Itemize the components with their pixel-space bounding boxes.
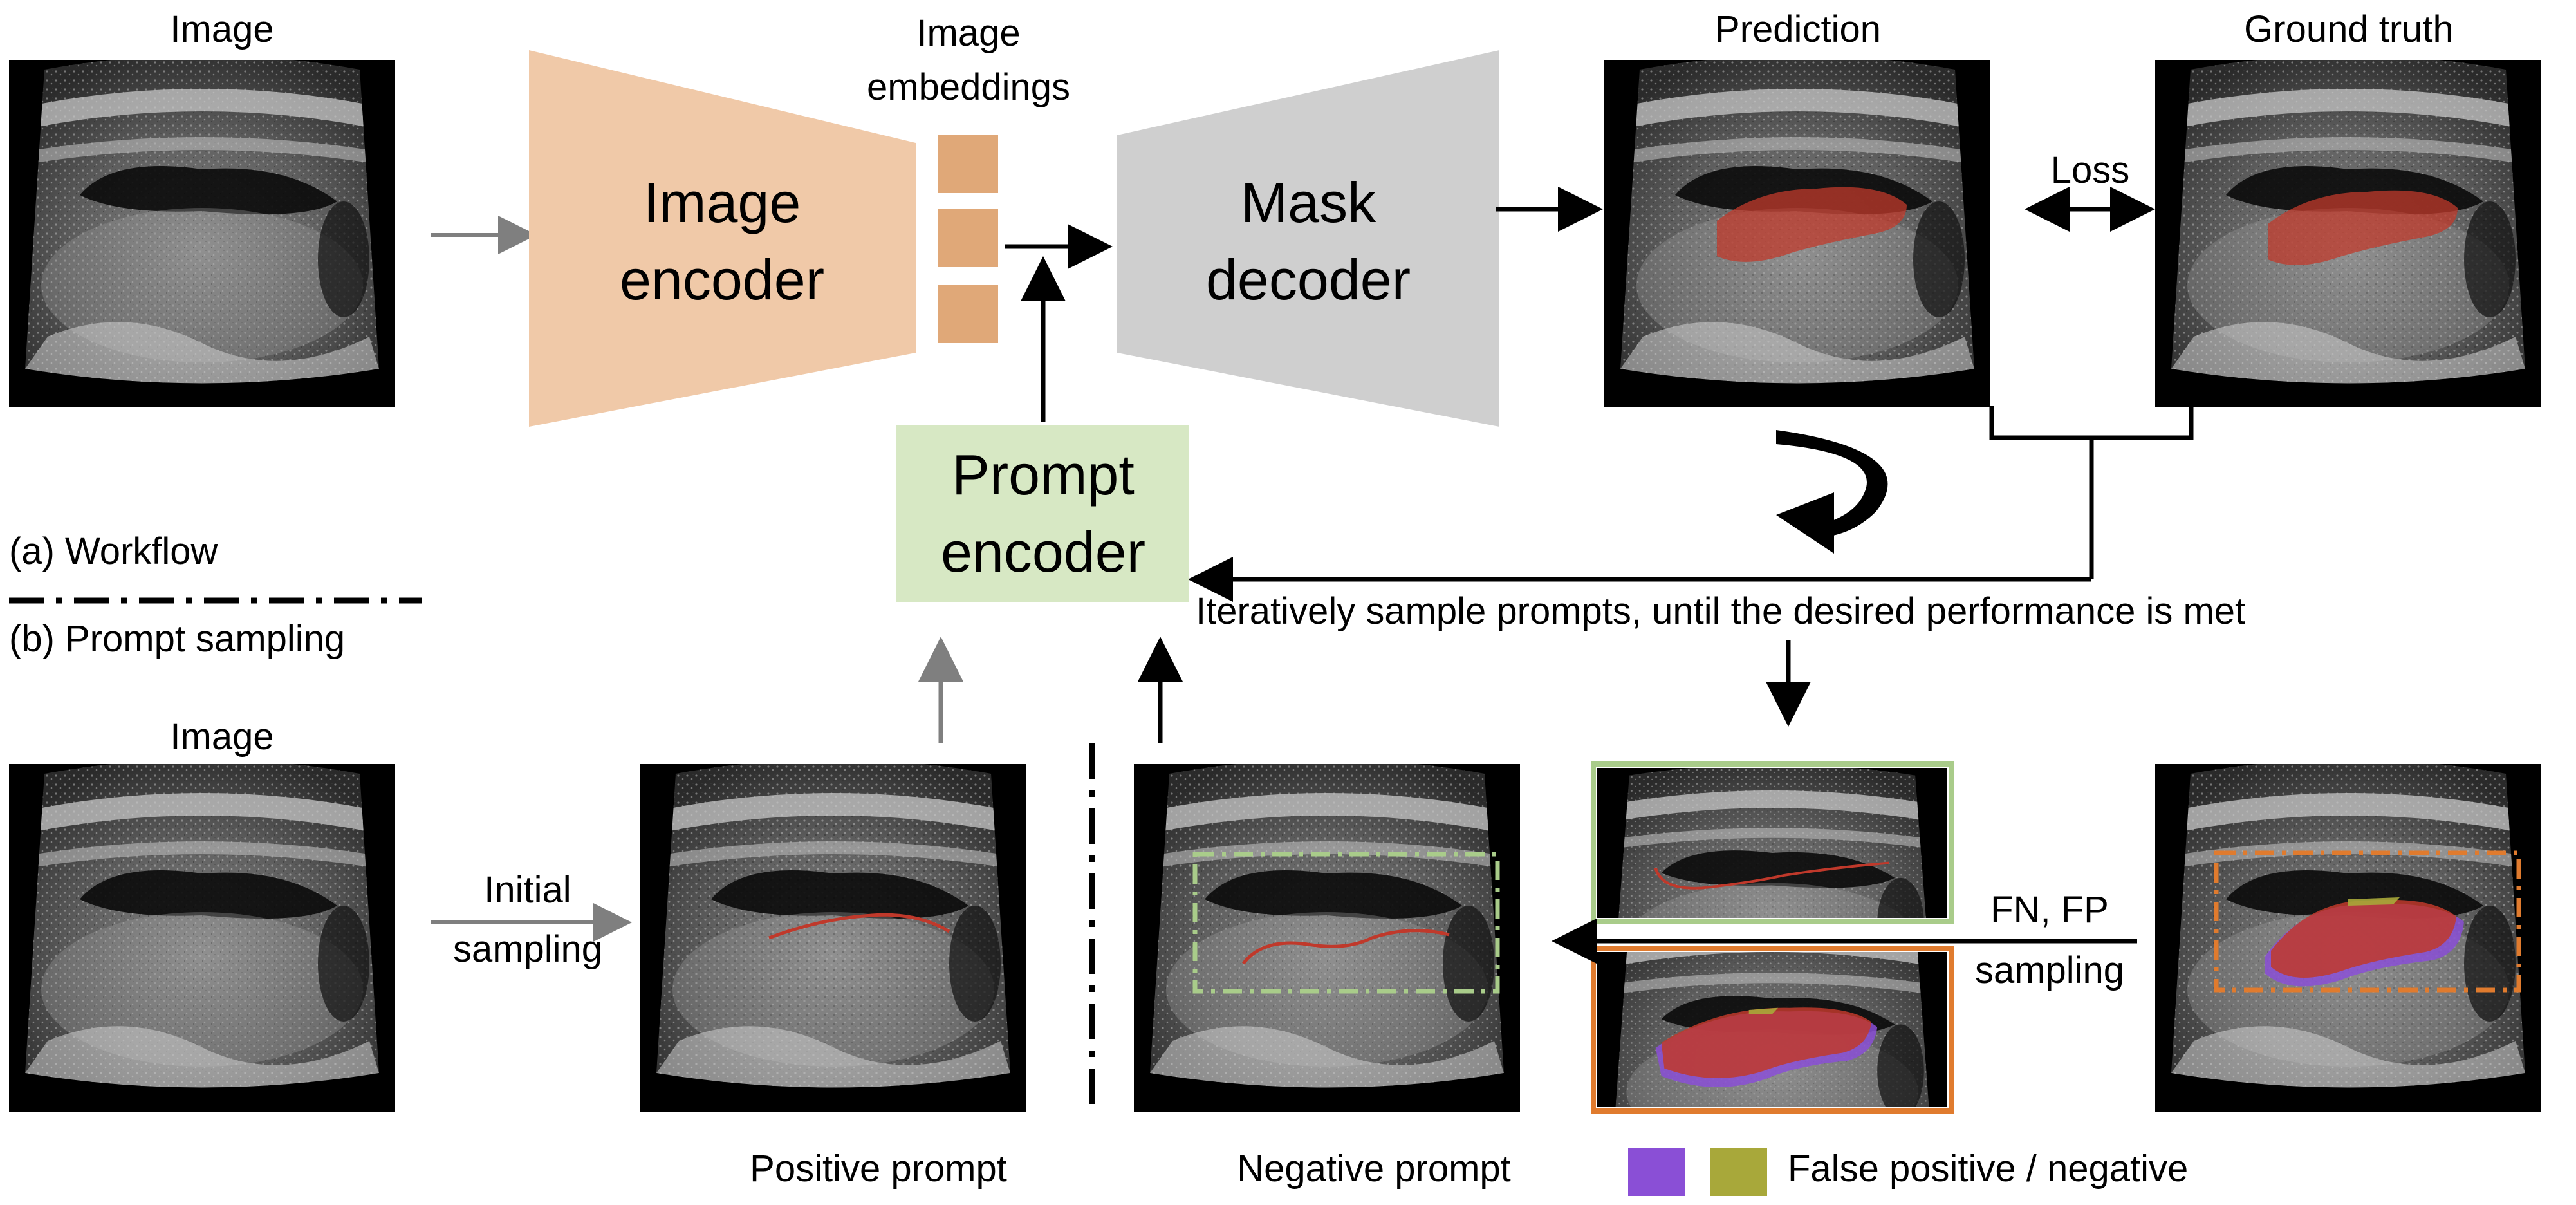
prompt-encoder-shape xyxy=(896,425,1189,602)
prompt-encoder-label-line2: encoder xyxy=(940,520,1146,584)
mask-decoder-shape xyxy=(1117,50,1499,427)
ground-truth-image xyxy=(2155,60,2541,407)
prediction-image xyxy=(1604,60,1990,407)
fn-fp-sampling-label-line1: FN, FP xyxy=(1990,889,2109,931)
initial-sampling-label-line2: sampling xyxy=(452,928,603,970)
loss-bracket xyxy=(1989,406,2194,440)
negative-prompt-image xyxy=(1134,764,1520,1112)
prediction-label: Prediction xyxy=(1715,8,1881,50)
legend-label: False positive / negative xyxy=(1788,1148,2189,1190)
positive-prompt-label: Positive prompt xyxy=(750,1148,1007,1190)
loss-label: Loss xyxy=(2050,149,2130,191)
initial-sampling-label-line1: Initial xyxy=(484,869,571,911)
mask-decoder-label-line1: Mask xyxy=(1240,171,1376,234)
input-image-label: Image xyxy=(170,8,274,50)
negative-prompt-label: Negative prompt xyxy=(1237,1148,1511,1190)
ground-truth-label: Ground truth xyxy=(2244,8,2454,50)
legend-swatch-false-negative xyxy=(1710,1148,1767,1196)
embedding-block xyxy=(938,285,998,343)
sampling-image-label: Image xyxy=(170,716,274,758)
mask-decoder-label-line2: decoder xyxy=(1205,248,1411,312)
section-label-workflow: (a) Workflow xyxy=(9,530,218,572)
positive-prompt-image xyxy=(640,764,1026,1112)
iterate-curved-arrow xyxy=(1776,430,1888,554)
fn-sample-image xyxy=(1591,761,1954,924)
input-image-top xyxy=(9,60,395,407)
section-label-prompt-sampling: (b) Prompt sampling xyxy=(9,618,346,660)
embedding-block xyxy=(938,135,998,193)
embedding-block xyxy=(938,209,998,267)
prompt-encoder-label-line1: Prompt xyxy=(952,443,1135,507)
embeddings-label-line1: Image xyxy=(916,12,1021,54)
image-encoder-label-line1: Image xyxy=(643,171,801,234)
input-image-bottom xyxy=(9,764,395,1112)
fn-fp-sampling-label-line2: sampling xyxy=(1974,949,2125,991)
image-encoder-shape xyxy=(529,50,916,427)
image-encoder-label-line2: encoder xyxy=(619,248,825,312)
error-map-image xyxy=(2155,764,2541,1112)
iterate-caption: Iteratively sample prompts, until the de… xyxy=(1196,590,2246,632)
fp-sample-image xyxy=(1591,946,1954,1114)
embeddings-label-line2: embeddings xyxy=(867,66,1070,108)
legend-swatch-false-positive xyxy=(1628,1148,1685,1196)
